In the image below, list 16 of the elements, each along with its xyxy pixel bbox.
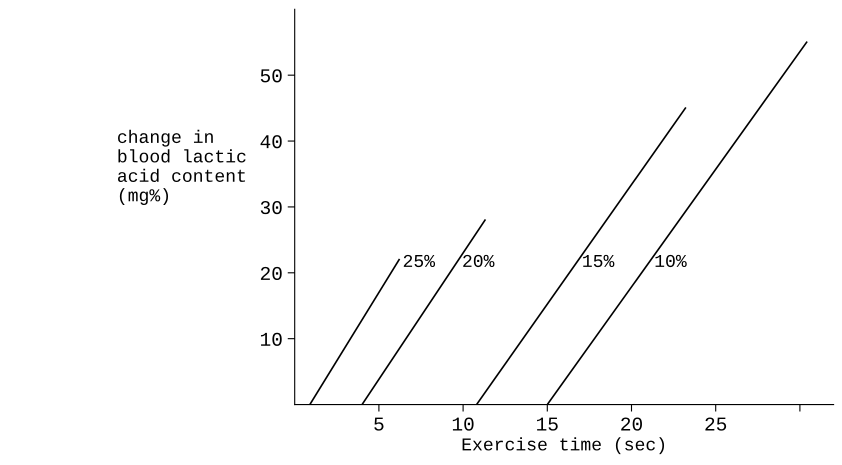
y-tick-label: 30 (260, 200, 282, 214)
x-tick-label: 5 (374, 418, 384, 431)
y-tick-label: 10 (260, 332, 282, 346)
x-tick-label: 10 (452, 417, 474, 431)
y-axis-title: change in blood lactic acid content (mg%) (118, 130, 246, 205)
series-label: 25% (404, 254, 436, 268)
series-label: 20% (463, 254, 494, 268)
x-tick-label: 20 (621, 417, 642, 431)
series-label: 15% (583, 254, 614, 268)
y-tick-label: 50 (260, 69, 282, 82)
x-axis-title: Exercise time (sec) (462, 437, 664, 454)
y-tick-label: 40 (260, 135, 282, 148)
x-tick-label: 15 (537, 418, 558, 431)
x-tick-label: 25 (705, 417, 726, 431)
series-label: 10% (656, 254, 687, 268)
y-tick-label: 20 (260, 266, 282, 280)
